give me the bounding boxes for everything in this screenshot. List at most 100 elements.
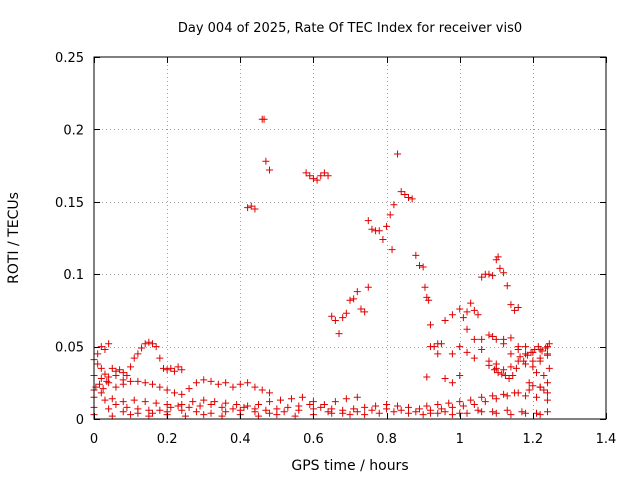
data-point bbox=[306, 401, 314, 409]
data-point bbox=[492, 256, 500, 264]
data-point bbox=[485, 270, 493, 278]
data-point bbox=[456, 398, 464, 406]
data-point bbox=[353, 288, 361, 296]
data-point bbox=[353, 408, 361, 416]
data-point bbox=[523, 351, 531, 359]
data-point bbox=[525, 379, 533, 387]
data-point bbox=[240, 403, 248, 411]
data-point bbox=[295, 402, 303, 410]
data-point bbox=[244, 402, 252, 410]
data-point bbox=[266, 398, 274, 406]
series-sat-low-3 bbox=[90, 386, 358, 414]
data-point bbox=[364, 217, 372, 225]
data-point bbox=[251, 383, 259, 391]
data-point bbox=[357, 305, 365, 313]
data-point bbox=[512, 364, 520, 372]
data-point bbox=[207, 409, 215, 417]
data-point bbox=[339, 314, 347, 322]
data-point bbox=[192, 379, 200, 387]
data-point bbox=[262, 157, 270, 165]
data-point bbox=[123, 403, 131, 411]
data-point bbox=[156, 354, 164, 362]
data-point bbox=[277, 396, 285, 404]
data-point bbox=[405, 193, 413, 201]
data-point bbox=[350, 405, 358, 413]
data-point bbox=[498, 370, 506, 378]
data-point bbox=[178, 366, 186, 374]
data-point bbox=[328, 312, 336, 320]
data-point bbox=[470, 335, 478, 343]
data-point bbox=[434, 401, 442, 409]
chart-title: Day 004 of 2025, Rate Of TEC Index for r… bbox=[178, 21, 522, 36]
data-point bbox=[489, 408, 497, 416]
data-point bbox=[434, 350, 442, 358]
x-tick-label: 0.2 bbox=[157, 432, 178, 447]
data-point bbox=[470, 401, 478, 409]
data-point bbox=[383, 222, 391, 230]
data-point bbox=[167, 364, 175, 372]
data-point bbox=[529, 382, 537, 390]
data-point bbox=[419, 411, 427, 419]
data-point bbox=[335, 330, 343, 338]
data-point bbox=[324, 172, 332, 180]
data-point bbox=[426, 321, 434, 329]
data-point bbox=[174, 402, 182, 410]
data-point bbox=[412, 251, 420, 259]
data-point bbox=[273, 411, 281, 419]
data-point bbox=[478, 345, 486, 353]
data-point bbox=[503, 282, 511, 290]
data-point bbox=[405, 409, 413, 417]
data-point bbox=[434, 409, 442, 417]
x-tick-label: 0.4 bbox=[230, 432, 251, 447]
data-point bbox=[101, 396, 109, 404]
data-point bbox=[361, 308, 369, 316]
data-point bbox=[130, 396, 138, 404]
data-point bbox=[101, 345, 109, 353]
data-point bbox=[494, 369, 502, 377]
data-point bbox=[485, 331, 493, 339]
data-point bbox=[149, 380, 157, 388]
data-point bbox=[266, 166, 274, 174]
data-point bbox=[149, 340, 157, 348]
data-point bbox=[419, 263, 427, 271]
data-point bbox=[456, 372, 464, 380]
data-point bbox=[470, 306, 478, 314]
data-point bbox=[540, 372, 548, 380]
data-point bbox=[437, 405, 445, 413]
data-point bbox=[501, 372, 509, 380]
data-point bbox=[507, 363, 515, 371]
data-point bbox=[481, 398, 489, 406]
data-point bbox=[511, 389, 519, 397]
data-point bbox=[317, 403, 325, 411]
data-point bbox=[545, 340, 553, 348]
data-point bbox=[97, 364, 105, 372]
data-point bbox=[97, 343, 105, 351]
data-point bbox=[134, 350, 142, 358]
data-point bbox=[112, 372, 120, 380]
data-point bbox=[490, 366, 498, 374]
data-point bbox=[350, 295, 358, 303]
data-point bbox=[459, 402, 467, 410]
data-point bbox=[331, 398, 339, 406]
data-point bbox=[507, 301, 515, 309]
data-point bbox=[287, 395, 295, 403]
data-point bbox=[415, 405, 423, 413]
data-point bbox=[505, 374, 513, 382]
data-point bbox=[185, 385, 193, 393]
data-point bbox=[119, 380, 127, 388]
data-point bbox=[244, 204, 252, 212]
data-point bbox=[200, 396, 208, 404]
data-point bbox=[119, 369, 127, 377]
data-point bbox=[174, 363, 182, 371]
y-tick-label: 0.25 bbox=[55, 51, 84, 66]
y-tick-label: 0.05 bbox=[55, 341, 84, 356]
data-point bbox=[478, 408, 486, 416]
data-point bbox=[379, 235, 387, 243]
data-point bbox=[514, 345, 522, 353]
data-point bbox=[536, 383, 544, 391]
series-sat-mid-1 bbox=[90, 338, 186, 384]
data-point bbox=[138, 344, 146, 352]
data-point bbox=[503, 406, 511, 414]
data-point bbox=[119, 398, 127, 406]
data-point bbox=[441, 374, 449, 382]
